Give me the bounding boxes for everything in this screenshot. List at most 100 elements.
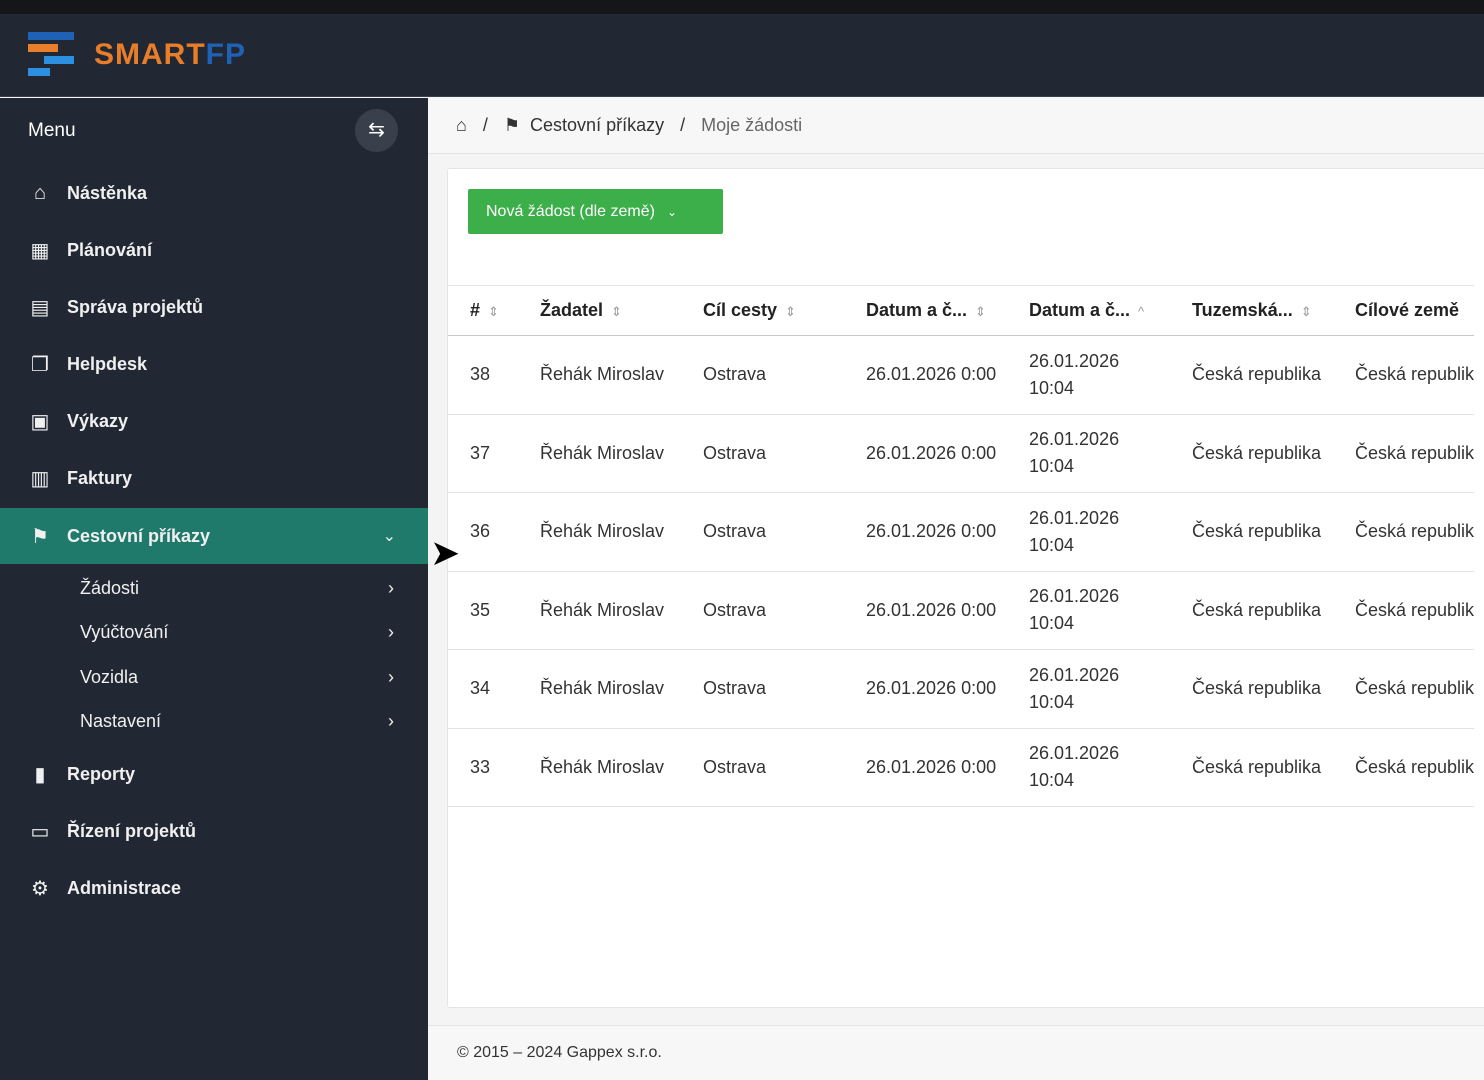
cell-date2b: 10:04 [1029,770,1075,791]
column-header[interactable]: Cíl cesty ⇕ [681,285,844,336]
sidebar-item-reporty[interactable]: ▮ Reporty [0,746,428,802]
cell-countries: Česká republik [1355,599,1475,620]
clipboard-icon: ▣ [30,410,50,433]
sort-icon[interactable]: ⇕ [488,304,499,319]
cell-date2a: 26.01.2026 [1029,507,1120,528]
logo[interactable]: SMARTFP [28,32,246,78]
table-cell: Řehák Miroslav [518,649,681,729]
column-header[interactable]: Datum a č... ⇕ [844,285,1007,336]
sidebar-item-helpdesk[interactable]: ❐ Helpdesk [0,336,428,392]
requests-table: # ⇕ Žadatel ⇕ Cíl cesty ⇕ Datum a č... ⇕ Datum a… [448,285,1475,807]
column-header[interactable]: # ⇕ [448,285,518,336]
chevron-down-icon: ⌄ [666,204,678,219]
table-cell: Řehák Miroslav [518,728,681,807]
cell-domestic: Česká republika [1192,521,1322,542]
cell-id: 35 [470,599,491,620]
table-cell: Ostrava [681,571,844,650]
column-header[interactable]: Žadatel ⇕ [518,285,681,336]
breadcrumb-section-link[interactable]: Cestovní příkazy [530,115,665,135]
chat-icon: ▭ [30,820,50,843]
sidebar-subitem-zadosti[interactable]: Žádosti › [0,566,428,610]
table-cell: Česká republik [1333,414,1475,493]
table-cell: Česká republika [1170,335,1333,415]
table-cell: Ostrava [681,649,844,729]
table-cell: 26.01.2026 10:04 [1007,571,1170,650]
sidebar-item-label: Faktury [67,467,133,488]
cell-date2a: 26.01.2026 [1029,429,1120,450]
mouse-cursor-icon: ➤ [430,532,461,573]
sidebar-item-nastenka[interactable]: ⌂ Nástěnka [0,165,428,221]
cell-domestic: Česká republika [1192,364,1322,385]
column-header-label: Cíl cesty [703,300,778,320]
table-row[interactable]: 37 Řehák Miroslav Ostrava 26.01.2026 0:00 26… [448,414,1475,493]
cell-dest: Ostrava [703,678,767,699]
table-cell: 26.01.2026 0:00 [844,649,1007,729]
top-bar: SMARTFP [0,14,1484,97]
sort-icon[interactable]: ⇕ [785,304,796,319]
sidebar-item-label: Nástěnka [67,182,148,203]
sidebar-item-faktury[interactable]: ▥ Faktury [0,450,428,506]
copy-icon: ❐ [31,353,49,376]
breadcrumb: ⌂ / ⚑ Cestovní příkazy / Moje žádosti [428,98,1484,154]
table-cell: 26.01.2026 10:04 [1007,728,1170,807]
column-header[interactable]: Cílové země [1333,285,1475,336]
cell-date2b: 10:04 [1029,377,1075,398]
sidebar-toggle-button[interactable]: ⇆ [355,109,398,152]
cell-date1: 26.01.2026 0:00 [866,521,997,542]
sidebar-item-planovani[interactable]: ▦ Plánování [0,222,428,278]
sort-icon[interactable]: ⇕ [975,304,986,319]
table-cell: Řehák Miroslav [518,414,681,493]
calendar-icon: ▦ [30,239,50,262]
table-row[interactable]: 38 Řehák Miroslav Ostrava 26.01.2026 0:00 26… [448,335,1475,415]
column-header-label: Datum a č... [866,300,968,320]
menu-title: Menu [28,120,76,141]
column-header[interactable]: Datum a č... ^ [1007,285,1170,336]
browser-chrome [0,0,1484,14]
sidebar: Menu ⇆ ⌂ Nástěnka ▦ Plánování ▤ Správa proj… [0,98,428,1080]
cell-date1: 26.01.2026 0:00 [866,756,997,777]
logo-mark-icon [28,32,76,78]
sort-ascending-icon[interactable]: ^ [1138,304,1145,319]
table-cell: Ostrava [681,492,844,572]
swap-arrows-icon: ⇆ [368,119,385,141]
table-cell: Řehák Miroslav [518,335,681,415]
breadcrumb-separator: / [482,115,488,135]
sidebar-item-administrace[interactable]: ⚙ Administrace [0,860,428,916]
sidebar-item-label: Administrace [67,877,182,898]
sidebar-item-sprava-projektu[interactable]: ▤ Správa projektů [0,279,428,335]
column-header-label: Cílové země [1355,300,1460,320]
table-cell: 35 [448,571,518,650]
cell-domestic: Česká republika [1192,756,1322,777]
cell-countries: Česká republik [1355,442,1475,463]
sidebar-item-label: Reporty [67,763,136,784]
sidebar-subitem-vozidla[interactable]: Vozidla › [0,655,428,699]
table-cell: 26.01.2026 0:00 [844,335,1007,415]
sidebar-subitem-nastaveni[interactable]: Nastavení › [0,699,428,743]
table-cell: Ostrava [681,335,844,415]
table-cell: Česká republika [1170,414,1333,493]
new-request-button[interactable]: Nová žádost (dle země) ⌄ [468,189,723,234]
bar-chart-icon: ▮ [34,763,46,786]
column-header-label: Tuzemská... [1192,300,1293,320]
breadcrumb-current: Moje žádosti [701,115,803,135]
table-row[interactable]: 35 Řehák Miroslav Ostrava 26.01.2026 0:00 26… [448,571,1475,650]
cell-countries: Česká republik [1355,521,1475,542]
table-row[interactable]: 36 Řehák Miroslav Ostrava 26.01.2026 0:00 26… [448,492,1475,572]
sidebar-item-cestovni-prikazy[interactable]: ⚑ Cestovní příkazy ⌄ [0,508,428,564]
table-cell: Česká republika [1170,728,1333,807]
sidebar-item-vykazy[interactable]: ▣ Výkazy [0,393,428,449]
cell-countries: Česká republik [1355,678,1475,699]
home-icon: ⌂ [33,181,47,204]
home-icon[interactable]: ⌂ [456,115,467,135]
sort-icon[interactable]: ⇕ [1300,304,1312,319]
sidebar-item-rizeni-projektu[interactable]: ▭ Řízení projektů [0,803,428,859]
table-cell: 36 [448,492,518,572]
table-row[interactable]: 33 Řehák Miroslav Ostrava 26.01.2026 0:00 26… [448,728,1475,807]
sidebar-subitem-vyuctovani[interactable]: Vyúčtování › [0,610,428,654]
cell-countries: Česká republik [1355,364,1475,385]
table-cell: Česká republik [1333,571,1475,650]
subitem-label: Vozidla [80,666,139,687]
table-row[interactable]: 34 Řehák Miroslav Ostrava 26.01.2026 0:00 26… [448,649,1475,729]
sort-icon[interactable]: ⇕ [611,304,622,319]
column-header[interactable]: Tuzemská... ⇕ [1170,285,1333,336]
